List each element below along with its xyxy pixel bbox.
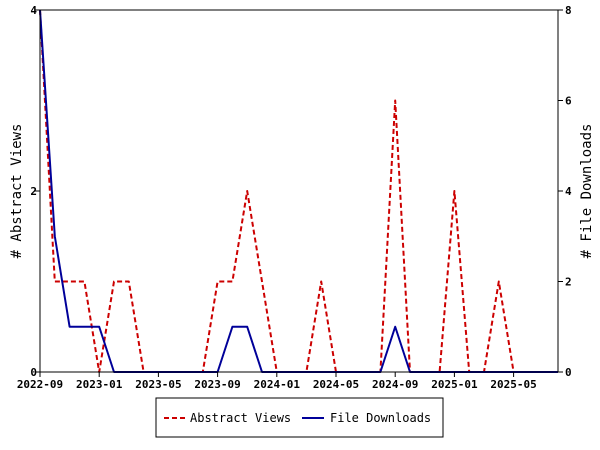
legend-label-abstract-views: Abstract Views [190,411,291,425]
y-left-tick-label: 4 [30,4,37,17]
plot-marks [39,9,558,373]
y-axis-right-ticks: 0 2 4 6 8 [558,4,572,379]
x-tick-label: 2024-01 [254,378,301,391]
x-tick-label: 2023-01 [76,378,123,391]
x-tick-label: 2024-09 [372,378,418,391]
legend-box [155,397,444,438]
y-axis-right-title: # File Downloads [579,124,595,259]
x-tick-label: 2022-09 [17,378,63,391]
y-right-tick-label: 8 [565,4,572,17]
x-tick-label: 2023-09 [194,378,240,391]
legend-label-file-downloads: File Downloads [330,411,431,425]
x-tick-label: 2024-05 [313,378,359,391]
y-right-tick-label: 4 [565,185,572,198]
y-axis-left-title: # Abstract Views [9,124,25,259]
y-axis-left-ticks: 0 2 4 [30,4,40,379]
x-tick-label: 2023-05 [135,378,181,391]
y-right-tick-label: 0 [565,366,572,379]
y-left-tick-label: 0 [30,366,37,379]
x-axis-ticks: 2022-09 2023-01 2023-05 2023-09 2024-01 2024-… [17,372,537,391]
y-right-tick-label: 6 [565,95,572,108]
x-tick-label: 2025-01 [431,378,478,391]
y-right-tick-label: 2 [565,276,572,289]
y-left-tick-label: 2 [30,185,37,198]
series-line-abstract-views [39,9,558,373]
x-tick-label: 2025-05 [490,378,536,391]
plot-frame [39,9,559,373]
legend: Abstract Views File Downloads [155,397,444,438]
series-line-file-downloads [39,9,558,373]
